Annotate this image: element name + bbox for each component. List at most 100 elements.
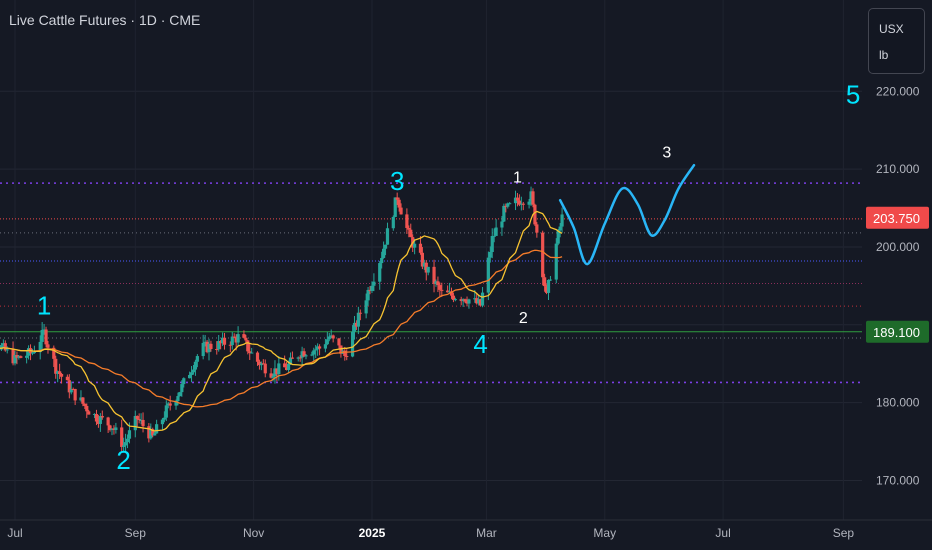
- candle-body: [40, 329, 44, 342]
- candle-body: [316, 346, 320, 350]
- unit-selector[interactable]: USX lb: [868, 8, 925, 74]
- wave-label: 5: [846, 80, 860, 110]
- candle-body: [343, 350, 347, 356]
- candle-body: [246, 340, 250, 352]
- candle-body: [558, 226, 562, 231]
- price-tag-label: 203.750: [873, 211, 920, 226]
- candle-body: [312, 350, 316, 355]
- wave-label: 2: [519, 310, 528, 327]
- candle-body: [85, 405, 89, 412]
- candle-body: [372, 281, 376, 286]
- candle-body: [440, 289, 444, 291]
- candle-body: [160, 419, 165, 425]
- candle-body: [65, 376, 69, 381]
- candle-body: [242, 334, 246, 338]
- candle-body: [327, 336, 331, 340]
- candle-body: [385, 228, 390, 245]
- candle-body: [366, 289, 370, 301]
- candle-body: [413, 243, 417, 248]
- candle-body: [180, 384, 184, 393]
- candle-body: [329, 335, 333, 337]
- candle-body: [541, 232, 545, 278]
- y-tick-label: 180.000: [876, 396, 920, 410]
- candle-body: [155, 424, 159, 434]
- candle-body: [92, 413, 97, 415]
- price-tag-label: 189.100: [873, 325, 920, 340]
- measure-unit: lb: [879, 48, 889, 62]
- candle-body: [83, 403, 87, 406]
- candle-body: [395, 197, 399, 200]
- candle-body: [323, 344, 327, 349]
- candle-body: [508, 203, 512, 205]
- candle-body: [290, 357, 295, 359]
- y-tick-label: 170.000: [876, 474, 920, 488]
- candle-body: [168, 403, 172, 406]
- candle-body: [277, 363, 281, 375]
- chart-grid: [0, 0, 862, 520]
- time-axis[interactable]: Jul Sep Nov 2025 Mar May Jul Sep: [0, 519, 932, 540]
- candle-body: [298, 357, 302, 359]
- candle-body: [56, 371, 60, 374]
- candle-body: [479, 299, 483, 306]
- candle-body: [120, 427, 124, 447]
- fast-moving-average-line: [0, 210, 563, 432]
- x-tick-label: Jul: [7, 526, 22, 540]
- candle-body: [382, 248, 386, 258]
- candle-body: [325, 339, 329, 345]
- candle-body: [446, 290, 450, 293]
- candle-body: [531, 191, 535, 205]
- candle-body: [345, 355, 349, 357]
- horizontal-levels: [0, 182, 862, 384]
- candle-body: [314, 349, 318, 351]
- candle-body: [380, 257, 384, 264]
- candle-body: [447, 291, 452, 293]
- candle-body: [46, 344, 50, 348]
- candle-body: [337, 338, 341, 346]
- candle-body: [69, 388, 73, 393]
- candle-body: [58, 371, 62, 375]
- candle-body: [255, 352, 260, 362]
- candle-body: [108, 425, 112, 431]
- candle-body: [467, 299, 471, 304]
- candle-body: [304, 355, 308, 357]
- candle-body: [275, 368, 279, 375]
- candle-body: [543, 277, 547, 287]
- candle-body: [127, 430, 132, 439]
- candle-body: [219, 341, 223, 344]
- currency-unit: USX: [879, 22, 904, 36]
- candle-body: [59, 374, 64, 377]
- x-tick-label: Mar: [476, 526, 497, 540]
- candle-body: [535, 224, 539, 233]
- candle-body: [259, 363, 263, 366]
- candle-body: [15, 355, 19, 358]
- price-axis[interactable]: 220.000 210.000 200.000 180.000 170.000: [876, 84, 920, 487]
- candle-body: [153, 433, 157, 436]
- candle-body: [122, 445, 126, 447]
- wave-label: 1: [513, 169, 522, 186]
- candle-body: [79, 397, 83, 401]
- candle-body: [339, 345, 343, 354]
- slow-moving-average-line: [0, 249, 563, 408]
- candle-body: [364, 300, 368, 314]
- candle-body: [500, 221, 504, 228]
- candle-body: [436, 281, 440, 286]
- candle-body: [310, 354, 314, 356]
- candle-body: [527, 201, 531, 205]
- candle-body: [300, 351, 304, 358]
- candle-body: [459, 299, 463, 302]
- candle-body: [96, 421, 101, 424]
- candle-body: [356, 312, 360, 327]
- candle-body: [405, 214, 409, 228]
- candle-body: [81, 397, 85, 404]
- candle-body: [147, 426, 151, 439]
- candle-body: [263, 363, 267, 374]
- candle-body: [490, 236, 494, 253]
- candle-body: [488, 252, 492, 258]
- candle-body: [98, 416, 102, 424]
- candle-body: [434, 281, 438, 284]
- candle-body: [191, 369, 196, 373]
- candle-body: [73, 388, 77, 401]
- candle-body: [137, 418, 141, 420]
- candle-body: [106, 417, 110, 426]
